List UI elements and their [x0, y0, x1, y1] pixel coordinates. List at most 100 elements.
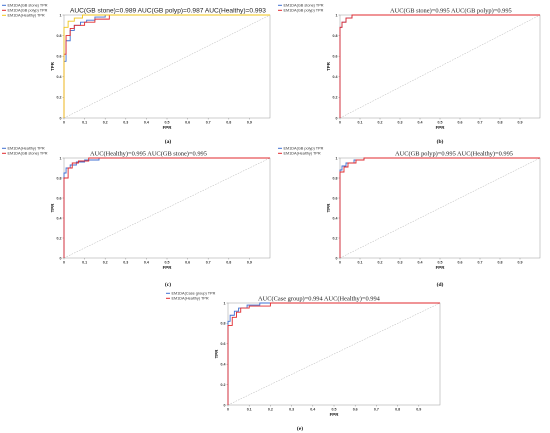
- x-axis-label: FPR: [330, 412, 340, 417]
- legend-entry: EM1DA(Healthy) TPR: [284, 152, 321, 156]
- x-tick-label: 0.2: [103, 121, 108, 125]
- x-tick-label: 0.7: [206, 261, 211, 265]
- y-tick-label: 0: [224, 403, 226, 407]
- panel-label: (a): [165, 138, 172, 145]
- x-tick-label: 0: [339, 121, 341, 125]
- x-tick-label: 0.7: [478, 121, 483, 125]
- y-tick-label: 0.4: [333, 216, 338, 220]
- x-tick-label: 0.7: [206, 121, 211, 125]
- chance-diagonal: [339, 14, 541, 119]
- x-tick-label: 0.1: [82, 261, 87, 265]
- x-tick-label: 0: [63, 121, 65, 125]
- chance-diagonal: [227, 302, 441, 406]
- chance-diagonal: [63, 14, 271, 119]
- x-tick-label: 0.7: [374, 408, 379, 412]
- y-tick-label: 0.2: [333, 96, 338, 100]
- y-tick-label: 0: [336, 256, 338, 260]
- y-axis-label: TPR: [326, 203, 331, 213]
- x-tick-label: 0: [339, 261, 341, 265]
- x-tick-label: 0.5: [438, 261, 443, 265]
- y-tick-label: 1: [60, 156, 62, 160]
- roc-series-line-1: [227, 302, 440, 405]
- x-tick-label: 0.5: [438, 121, 443, 125]
- roc-series-line-2: [227, 302, 440, 405]
- x-tick-label: 0.2: [378, 121, 383, 125]
- chart-title: AUC(GB stone)=0.995 AUC(GB polyp)=0.995: [390, 8, 512, 15]
- x-tick-label: 0.5: [165, 261, 170, 265]
- x-tick-label: 0.8: [498, 121, 503, 125]
- y-tick-label: 0.8: [333, 176, 338, 180]
- x-tick-label: 0.8: [226, 121, 231, 125]
- y-tick-label: 0: [60, 256, 62, 260]
- chart-title: AUC(Case group)=0.994 AUC(Healthy)=0.994: [258, 296, 381, 303]
- panel-label: (c): [165, 281, 171, 288]
- y-tick-label: 0.2: [57, 96, 62, 100]
- x-tick-label: 0.9: [518, 261, 523, 265]
- legend-entry: EM1DA(Healthy) TPR: [172, 297, 209, 301]
- x-tick-label: 0.6: [353, 408, 358, 412]
- x-tick-label: 0.6: [458, 121, 463, 125]
- y-tick-label: 0.4: [57, 216, 62, 220]
- x-tick-label: 0.2: [378, 261, 383, 265]
- legend-entry: EM1DA(GB polyp) TPR: [284, 9, 324, 13]
- x-tick-label: 0: [227, 408, 229, 412]
- x-tick-label: 0.3: [123, 261, 128, 265]
- roc-series-line-2: [63, 157, 270, 258]
- chart-title: AUC(Healthy)=0.995 AUC(GB stone)=0.995: [90, 151, 207, 158]
- x-tick-label: 0.3: [289, 408, 294, 412]
- roc-panel-5: AUC(Case group)=0.994 AUC(Healthy)=0.994…: [166, 292, 441, 432]
- y-axis-label: TPR: [214, 349, 219, 359]
- x-tick-label: 0.1: [358, 121, 363, 125]
- legend-entry: EM1DA(GB stone) TPR: [284, 4, 324, 8]
- y-tick-label: 0.8: [221, 322, 226, 326]
- x-axis-label: FPR: [436, 125, 446, 130]
- y-tick-label: 1: [336, 13, 338, 17]
- x-tick-label: 0.2: [103, 261, 108, 265]
- x-tick-label: 0.9: [247, 121, 252, 125]
- x-tick-label: 0.3: [123, 121, 128, 125]
- legend-entry: EM1DA(GB polyp) TPR: [284, 147, 324, 151]
- legend-entry: EM1DA(Healthy) TPR: [8, 14, 45, 18]
- y-axis-label: TPR: [326, 61, 331, 71]
- x-tick-label: 0.1: [247, 408, 252, 412]
- panel-label: (d): [437, 281, 444, 288]
- chance-diagonal: [339, 157, 541, 259]
- y-tick-label: 0.2: [57, 236, 62, 240]
- x-tick-label: 0: [63, 261, 65, 265]
- x-tick-label: 0.3: [398, 261, 403, 265]
- x-tick-label: 0.4: [418, 121, 423, 125]
- legend-entry: EM1DA(GB polyp) TPR: [8, 9, 48, 13]
- roc-series-line-1: [63, 157, 270, 258]
- roc-series-line-2: [339, 157, 540, 258]
- chart-title: AUC(GB stone)=0.989 AUC(GB polyp)=0.987 …: [70, 8, 266, 15]
- y-axis-label: TPR: [50, 61, 55, 71]
- x-tick-label: 0.1: [82, 121, 87, 125]
- panel-label: (b): [437, 138, 444, 145]
- y-tick-label: 0.6: [333, 55, 338, 59]
- legend-entry: EM1DA(GB stone) TPR: [8, 4, 48, 8]
- y-tick-label: 0.6: [221, 342, 226, 346]
- y-tick-label: 0.2: [333, 236, 338, 240]
- y-tick-label: 0.8: [57, 34, 62, 38]
- x-tick-label: 0.9: [416, 408, 421, 412]
- panel-label: (e): [297, 425, 303, 432]
- x-tick-label: 0.8: [226, 261, 231, 265]
- y-tick-label: 0.4: [57, 75, 62, 79]
- y-tick-label: 0.4: [221, 363, 226, 367]
- x-axis-label: FPR: [163, 265, 173, 270]
- x-tick-label: 0.4: [418, 261, 423, 265]
- roc-series-line-1: [339, 157, 540, 258]
- y-tick-label: 0.2: [221, 383, 226, 387]
- y-tick-label: 1: [224, 301, 226, 305]
- roc-series-line-2: [63, 14, 270, 118]
- x-axis-label: FPR: [436, 265, 446, 270]
- x-tick-label: 0.5: [165, 121, 170, 125]
- x-tick-label: 0.4: [310, 408, 315, 412]
- roc-series-line-2: [339, 14, 540, 118]
- y-tick-label: 0.8: [333, 34, 338, 38]
- x-tick-label: 0.3: [398, 121, 403, 125]
- x-tick-label: 0.4: [144, 121, 149, 125]
- x-tick-label: 0.9: [247, 261, 252, 265]
